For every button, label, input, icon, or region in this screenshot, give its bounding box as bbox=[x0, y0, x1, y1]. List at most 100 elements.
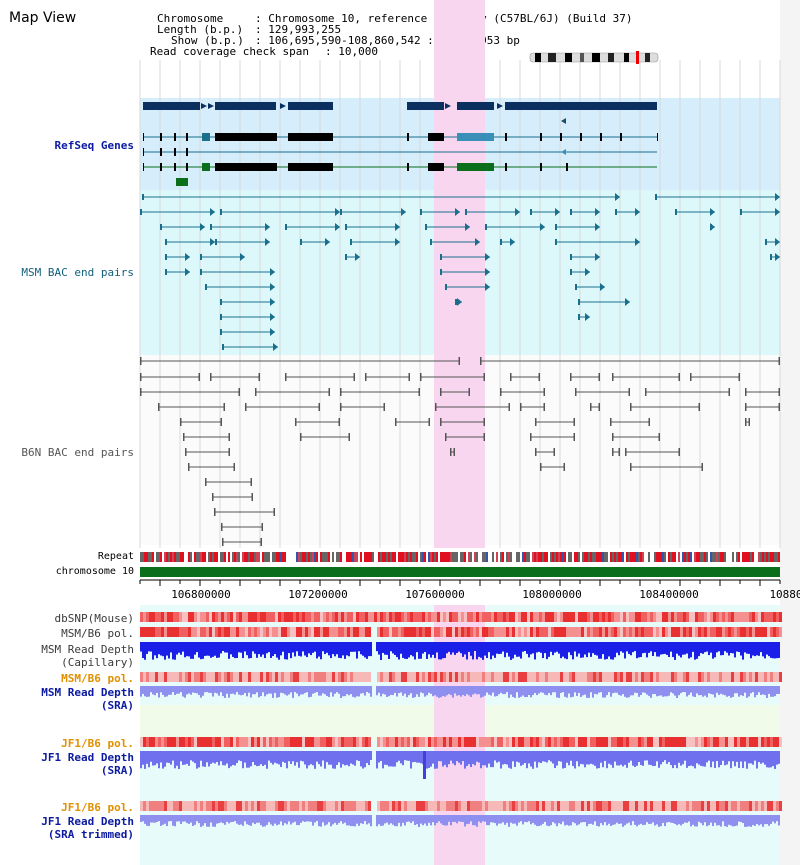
b6n-bac-end[interactable] bbox=[535, 418, 537, 426]
jf1-pol-cell[interactable] bbox=[659, 737, 662, 747]
msm-bac-end[interactable] bbox=[165, 254, 167, 260]
msm-sra-depth-bar[interactable] bbox=[632, 686, 634, 696]
jf1-depth-bar[interactable] bbox=[666, 751, 668, 764]
jf1-depth-bar[interactable] bbox=[324, 751, 326, 769]
msm-pol-cell[interactable] bbox=[179, 672, 182, 682]
jf1-pol-cell[interactable] bbox=[713, 801, 716, 811]
jf1-trim-depth-bar[interactable] bbox=[634, 815, 636, 825]
jf1-pol-cell[interactable] bbox=[428, 801, 431, 811]
msm-depth-bar[interactable] bbox=[750, 642, 752, 659]
msm-pol-cell[interactable] bbox=[650, 672, 653, 682]
msm-pol-cell[interactable] bbox=[419, 672, 422, 682]
msm-pol-cell[interactable] bbox=[263, 627, 266, 637]
msm-sra-depth-bar[interactable] bbox=[648, 686, 650, 696]
jf1-trim-depth-bar[interactable] bbox=[770, 815, 772, 824]
jf1-pol-cell[interactable] bbox=[728, 737, 731, 747]
msm-depth-bar[interactable] bbox=[550, 642, 552, 652]
dbsnp-cell[interactable] bbox=[185, 612, 188, 622]
dbsnp-cell[interactable] bbox=[434, 612, 437, 622]
msm-pol-cell[interactable] bbox=[296, 672, 299, 682]
msm-pol-cell[interactable] bbox=[152, 627, 155, 637]
jf1-depth-bar[interactable] bbox=[598, 751, 600, 769]
jf1-pol-cell[interactable] bbox=[341, 737, 344, 747]
jf1-depth-bar[interactable] bbox=[634, 751, 636, 767]
jf1-pol-cell[interactable] bbox=[647, 801, 650, 811]
jf1-pol-cell[interactable] bbox=[605, 801, 608, 811]
jf1-depth-bar[interactable] bbox=[368, 751, 370, 766]
msm-sra-depth-bar[interactable] bbox=[592, 686, 594, 698]
dbsnp-cell[interactable] bbox=[575, 612, 578, 622]
msm-bac-end[interactable] bbox=[555, 239, 557, 245]
msm-bac-arrow[interactable] bbox=[465, 223, 470, 231]
jf1-pol-cell[interactable] bbox=[155, 801, 158, 811]
msm-depth-bar[interactable] bbox=[462, 642, 464, 657]
dbsnp-cell[interactable] bbox=[608, 612, 611, 622]
repeat-element[interactable] bbox=[422, 552, 424, 562]
msm-sra-depth-bar[interactable] bbox=[464, 686, 466, 697]
repeat-element[interactable] bbox=[168, 552, 170, 562]
repeat-element[interactable] bbox=[542, 552, 544, 562]
jf1-depth-bar[interactable] bbox=[758, 751, 760, 763]
msm-sra-depth-bar[interactable] bbox=[214, 686, 216, 693]
b6n-bac-end[interactable] bbox=[483, 433, 486, 441]
repeat-element[interactable] bbox=[632, 552, 634, 562]
jf1-depth-bar[interactable] bbox=[262, 751, 264, 767]
jf1-pol-cell[interactable] bbox=[632, 737, 635, 747]
jf1-depth-bar[interactable] bbox=[476, 751, 478, 762]
dbsnp-cell[interactable] bbox=[734, 612, 737, 622]
b6n-bac-end[interactable] bbox=[205, 478, 207, 486]
b6n-bac-end[interactable] bbox=[628, 388, 631, 396]
jf1-pol-cell[interactable] bbox=[338, 737, 341, 747]
repeat-element[interactable] bbox=[660, 552, 662, 562]
msm-pol-cell[interactable] bbox=[542, 627, 545, 637]
msm-depth-bar[interactable] bbox=[432, 642, 434, 655]
jf1-depth-bar[interactable] bbox=[162, 751, 164, 769]
msm-depth-bar[interactable] bbox=[632, 642, 634, 653]
jf1-trim-depth-bar[interactable] bbox=[182, 815, 184, 822]
repeat-element[interactable] bbox=[690, 552, 692, 562]
msm-sra-depth-bar[interactable] bbox=[204, 686, 206, 693]
gene-exon[interactable] bbox=[160, 163, 162, 171]
msm-sra-depth-bar[interactable] bbox=[680, 686, 682, 694]
msm-pol-cell[interactable] bbox=[638, 627, 641, 637]
msm-pol-cell[interactable] bbox=[203, 672, 206, 682]
jf1-trim-depth-bar[interactable] bbox=[742, 815, 744, 824]
msm-pol-cell[interactable] bbox=[464, 627, 467, 637]
selection-highlight[interactable] bbox=[434, 0, 485, 865]
msm-sra-depth-bar[interactable] bbox=[196, 686, 198, 694]
jf1-depth-bar[interactable] bbox=[534, 751, 536, 762]
jf1-depth-bar[interactable] bbox=[286, 751, 288, 769]
dbsnp-cell[interactable] bbox=[296, 612, 299, 622]
msm-depth-bar[interactable] bbox=[180, 642, 182, 655]
msm-sra-depth-bar[interactable] bbox=[456, 686, 458, 696]
b6n-bac-end[interactable] bbox=[690, 373, 692, 381]
b6n-bac-end[interactable] bbox=[353, 373, 356, 381]
jf1-trim-depth-bar[interactable] bbox=[586, 815, 588, 827]
jf1-trim-depth-bar[interactable] bbox=[666, 815, 668, 823]
jf1-pol-cell[interactable] bbox=[395, 737, 398, 747]
jf1-depth-bar[interactable] bbox=[474, 751, 476, 766]
msm-pol-cell[interactable] bbox=[404, 672, 407, 682]
repeat-element[interactable] bbox=[380, 552, 382, 562]
msm-depth-bar[interactable] bbox=[512, 642, 514, 659]
jf1-depth-bar[interactable] bbox=[568, 751, 570, 766]
msm-depth-bar[interactable] bbox=[446, 642, 448, 654]
jf1-pol-cell[interactable] bbox=[236, 801, 239, 811]
jf1-pol-cell[interactable] bbox=[755, 737, 758, 747]
jf1-pol-cell[interactable] bbox=[689, 801, 692, 811]
dbsnp-cell[interactable] bbox=[482, 612, 485, 622]
repeat-element[interactable] bbox=[390, 552, 392, 562]
dbsnp-cell[interactable] bbox=[467, 612, 470, 622]
jf1-pol-cell[interactable] bbox=[614, 737, 617, 747]
msm-sra-depth-bar[interactable] bbox=[428, 686, 430, 693]
msm-pol-cell[interactable] bbox=[488, 627, 491, 637]
jf1-trim-depth-bar[interactable] bbox=[510, 815, 512, 823]
msm-sra-depth-bar[interactable] bbox=[286, 686, 288, 696]
dbsnp-cell[interactable] bbox=[593, 612, 596, 622]
jf1-trim-depth-bar[interactable] bbox=[162, 815, 164, 825]
msm-depth-bar[interactable] bbox=[704, 642, 706, 653]
jf1-depth-bar[interactable] bbox=[380, 751, 382, 761]
jf1-trim-depth-bar[interactable] bbox=[628, 815, 630, 823]
msm-sra-depth-bar[interactable] bbox=[208, 686, 210, 693]
msm-sra-depth-bar[interactable] bbox=[282, 686, 284, 694]
